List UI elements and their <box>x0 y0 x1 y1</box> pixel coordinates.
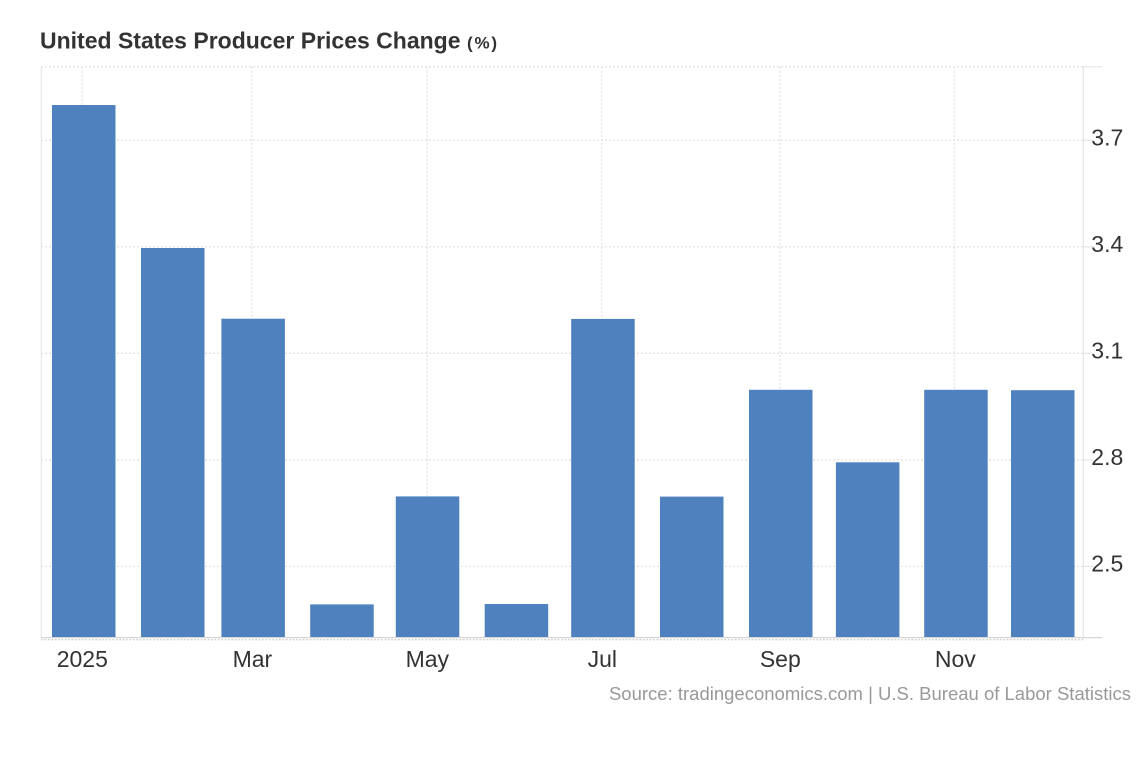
svg-text:May: May <box>406 646 450 672</box>
svg-text:Mar: Mar <box>233 646 273 672</box>
svg-text:3.1: 3.1 <box>1091 338 1123 364</box>
svg-text:3.7: 3.7 <box>1091 125 1123 151</box>
svg-text:Jul: Jul <box>588 646 617 672</box>
svg-text:United States Producer Prices: United States Producer Prices Change (%) <box>40 27 499 53</box>
svg-text:2.8: 2.8 <box>1091 444 1123 470</box>
svg-text:2.5: 2.5 <box>1091 551 1123 577</box>
svg-text:Sep: Sep <box>760 646 801 672</box>
svg-text:Nov: Nov <box>935 646 976 672</box>
svg-text:3.4: 3.4 <box>1091 231 1123 257</box>
svg-text:2025: 2025 <box>57 646 108 672</box>
svg-text:Source: tradingeconomics.com |: Source: tradingeconomics.com | U.S. Bure… <box>609 683 1131 704</box>
